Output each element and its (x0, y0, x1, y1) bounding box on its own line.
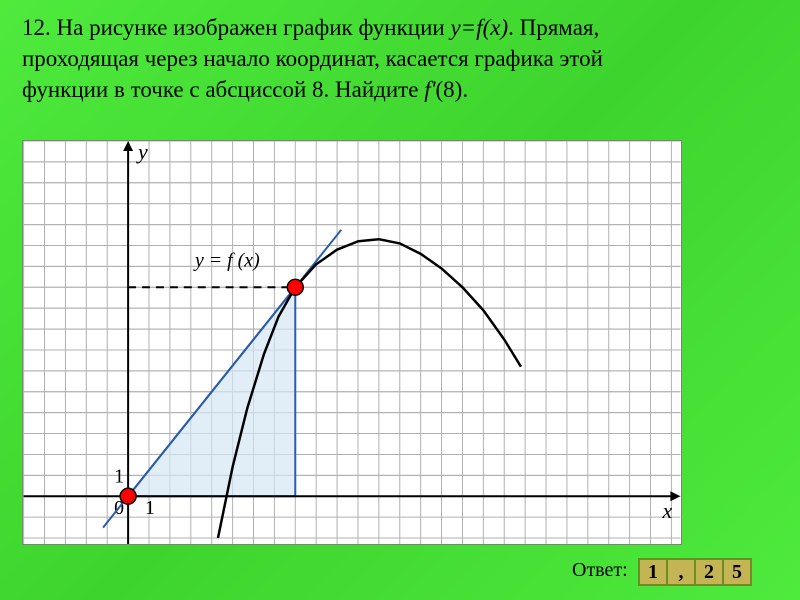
text-part: (8). (436, 77, 469, 102)
text-part: 12. На рисунке изображен график функции (22, 15, 450, 40)
answer-boxes: 1 , 2 5 (640, 558, 752, 586)
answer-digit: 2 (694, 558, 724, 586)
svg-text:y = f (x): y = f (x) (193, 249, 260, 271)
text-italic: f' (424, 77, 435, 102)
svg-text:x: x (661, 498, 672, 523)
text-part: . Прямая, (508, 15, 599, 40)
chart-svg: xy011y = f (x) (23, 141, 681, 544)
svg-text:y: y (136, 141, 148, 164)
text-part: проходящая через начало координат, касае… (22, 46, 603, 71)
answer-digit: , (666, 558, 696, 586)
chart-panel: xy011y = f (x) (22, 140, 682, 545)
text-italic: y=f(x) (450, 15, 508, 40)
answer-digit: 5 (722, 558, 752, 586)
text-part: функции в точке с абсциссой 8. Найдите (22, 77, 424, 102)
answer-digit: 1 (638, 558, 668, 586)
svg-text:1: 1 (114, 465, 124, 487)
answer-label: Ответ: (572, 559, 628, 582)
svg-text:1: 1 (145, 497, 155, 519)
problem-statement: 12. На рисунке изображен график функции … (22, 12, 778, 105)
